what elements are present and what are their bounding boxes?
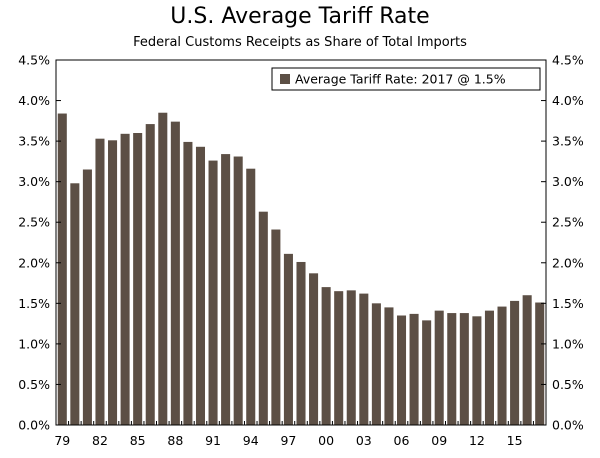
legend-box <box>271 67 541 91</box>
y-tick-label-left: 4.5% <box>18 53 50 68</box>
bar-2010 <box>447 313 457 425</box>
bar-1999 <box>309 273 319 425</box>
y-tick-label-right: 0.0% <box>552 418 584 433</box>
y-tick-label-right: 2.5% <box>552 215 584 230</box>
x-tick-label: 03 <box>356 433 372 448</box>
bar-1989 <box>183 141 193 426</box>
x-tick-label: 00 <box>318 433 334 448</box>
bar-2006 <box>396 315 407 425</box>
x-tick-label: 82 <box>92 433 108 448</box>
y-tick-label-left: 2.0% <box>18 255 50 270</box>
bar-1988 <box>170 121 180 425</box>
bar-2002 <box>346 290 356 425</box>
bar-1980 <box>70 183 80 425</box>
bar-1986 <box>145 124 155 425</box>
y-tick-label-left: 3.0% <box>18 174 50 189</box>
chart-title: U.S. Average Tariff Rate <box>170 4 430 29</box>
bar-2003 <box>359 293 369 425</box>
bar-2012 <box>472 316 482 425</box>
bar-1992 <box>221 154 231 425</box>
x-tick-label: 12 <box>469 433 485 448</box>
x-tick-label: 97 <box>280 433 296 448</box>
y-tick-label-right: 4.5% <box>552 53 584 68</box>
y-tick-label-left: 0.0% <box>18 418 50 433</box>
bar-1987 <box>158 112 168 425</box>
bar-2007 <box>409 313 419 425</box>
bar-2009 <box>434 310 444 425</box>
bar-2013 <box>484 310 494 425</box>
y-tick-label-right: 1.5% <box>552 296 584 311</box>
bar-1979 <box>57 113 67 425</box>
bar-2011 <box>459 313 469 425</box>
x-tick-label: 94 <box>243 433 259 448</box>
bar-2016 <box>522 295 532 425</box>
bar-1997 <box>283 253 293 425</box>
y-tick-label-left: 4.0% <box>18 93 50 108</box>
plot-frame <box>55 59 547 426</box>
x-tick-label: 88 <box>167 433 183 448</box>
bar-1996 <box>271 229 281 425</box>
bar-1982 <box>95 138 105 425</box>
y-tick-label-left: 1.5% <box>18 296 50 311</box>
x-tick-label: 85 <box>130 433 146 448</box>
x-tick-label: 91 <box>205 433 221 448</box>
x-tick-label: 79 <box>54 433 70 448</box>
y-tick-label-right: 3.0% <box>552 174 584 189</box>
x-tick-label: 09 <box>431 433 447 448</box>
chart-subtitle: Federal Customs Receipts as Share of Tot… <box>133 35 467 50</box>
bar-2005 <box>384 307 394 425</box>
bar-2004 <box>371 303 381 425</box>
y-tick-label-left: 1.0% <box>18 336 50 351</box>
y-tick-label-right: 0.5% <box>552 377 584 392</box>
legend-label: Average Tariff Rate: 2017 @ 1.5% <box>295 72 506 87</box>
y-tick-label-left: 0.5% <box>18 377 50 392</box>
bar-2015 <box>510 300 520 425</box>
bar-1993 <box>233 156 243 425</box>
y-tick-label-left: 3.5% <box>18 134 50 149</box>
bar-1985 <box>133 133 143 425</box>
bar-1983 <box>108 140 118 426</box>
bar-1998 <box>296 261 306 425</box>
x-tick-label: 15 <box>507 433 523 448</box>
bar-1990 <box>195 146 206 426</box>
bar-1981 <box>82 169 92 425</box>
y-tick-label-left: 2.5% <box>18 215 50 230</box>
bar-2014 <box>497 306 507 425</box>
y-tick-label-right: 1.0% <box>552 336 584 351</box>
bar-2001 <box>334 291 344 425</box>
y-tick-label-right: 4.0% <box>552 93 584 108</box>
bar-1991 <box>208 160 218 425</box>
bar-1984 <box>120 133 130 425</box>
bar-2000 <box>321 287 331 425</box>
bar-2008 <box>422 320 432 425</box>
y-tick-label-right: 2.0% <box>552 255 584 270</box>
legend-swatch <box>280 74 290 84</box>
bar-2017 <box>535 302 545 425</box>
y-tick-label-right: 3.5% <box>552 134 584 149</box>
bar-1994 <box>246 168 256 425</box>
x-tick-label: 06 <box>394 433 410 448</box>
bar-1995 <box>258 211 268 425</box>
